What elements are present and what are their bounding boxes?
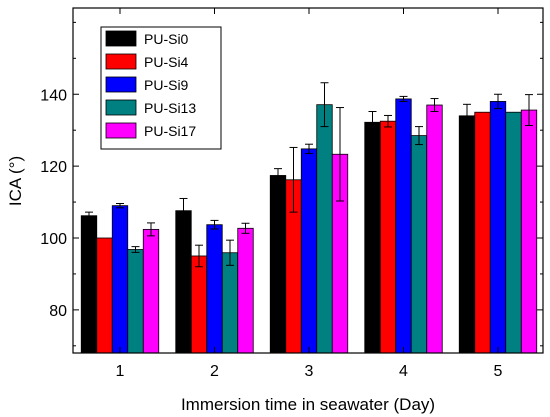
legend-label: PU-Si4 <box>144 54 189 70</box>
bar-pu-si0-day-5 <box>458 115 476 354</box>
bar-pu-si13-day-3 <box>316 104 333 354</box>
y-tick-label: 100 <box>40 231 67 248</box>
bar-pu-si17-day-4 <box>426 104 443 354</box>
legend-label: PU-Si0 <box>144 31 189 47</box>
bar-pu-si13-day-2 <box>221 252 239 354</box>
bar-pu-si9-day-2 <box>206 224 223 354</box>
bar-pu-si13-day-5 <box>505 111 522 354</box>
y-tick-label: 80 <box>49 303 67 320</box>
x-tick-label: 1 <box>116 363 125 380</box>
bar-pu-si4-day-5 <box>474 111 491 354</box>
axes: 80 100 120 140 1 2 3 4 5 <box>40 8 543 380</box>
x-tick-label: 4 <box>399 363 408 380</box>
x-tick-label: 5 <box>494 363 503 380</box>
y-axis-title: ICA (°) <box>6 156 25 206</box>
y-tick-label: 140 <box>40 87 67 104</box>
bar-pu-si17-day-5 <box>520 109 538 354</box>
bar-pu-si4-day-1 <box>96 237 113 354</box>
bar-pu-si13-day-1 <box>127 249 144 354</box>
legend-swatch-pu-si4 <box>105 53 137 70</box>
x-axis-title: Immersion time in seawater (Day) <box>181 395 435 414</box>
bar-pu-si9-day-4 <box>395 98 412 354</box>
error-bar-group <box>85 82 533 268</box>
y-tick-label: 120 <box>40 159 67 176</box>
bar-pu-si0-day-1 <box>80 215 98 354</box>
bar-pu-si17-day-1 <box>142 228 160 354</box>
legend-label: PU-Si9 <box>144 77 189 93</box>
bar-pu-si9-day-1 <box>111 205 129 354</box>
bar-pu-si17-day-2 <box>237 227 254 354</box>
bar-pu-si9-day-3 <box>300 148 318 354</box>
legend-label: PU-Si17 <box>144 123 196 139</box>
plot-frame <box>72 7 544 354</box>
legend: PU-Si0 PU-Si4 PU-Si9 PU-Si13 PU-Si17 <box>100 26 222 150</box>
bar-pu-si4-day-4 <box>379 120 397 354</box>
x-tick-label: 3 <box>305 363 314 380</box>
x-tick-label: 2 <box>210 363 219 380</box>
bar-pu-si4-day-2 <box>190 255 208 354</box>
bar-pu-si9-day-5 <box>489 101 507 354</box>
legend-label: PU-Si13 <box>144 100 196 116</box>
bar-pu-si0-day-4 <box>364 121 381 354</box>
bar-group <box>80 98 538 354</box>
bar-pu-si13-day-4 <box>410 135 428 354</box>
bar-pu-si0-day-3 <box>269 175 287 354</box>
legend-swatch-pu-si13 <box>105 99 137 116</box>
legend-swatch-pu-si17 <box>105 122 137 139</box>
bar-pu-si0-day-2 <box>175 210 192 354</box>
legend-swatch-pu-si0 <box>105 30 137 47</box>
legend-swatch-pu-si9 <box>105 76 137 93</box>
